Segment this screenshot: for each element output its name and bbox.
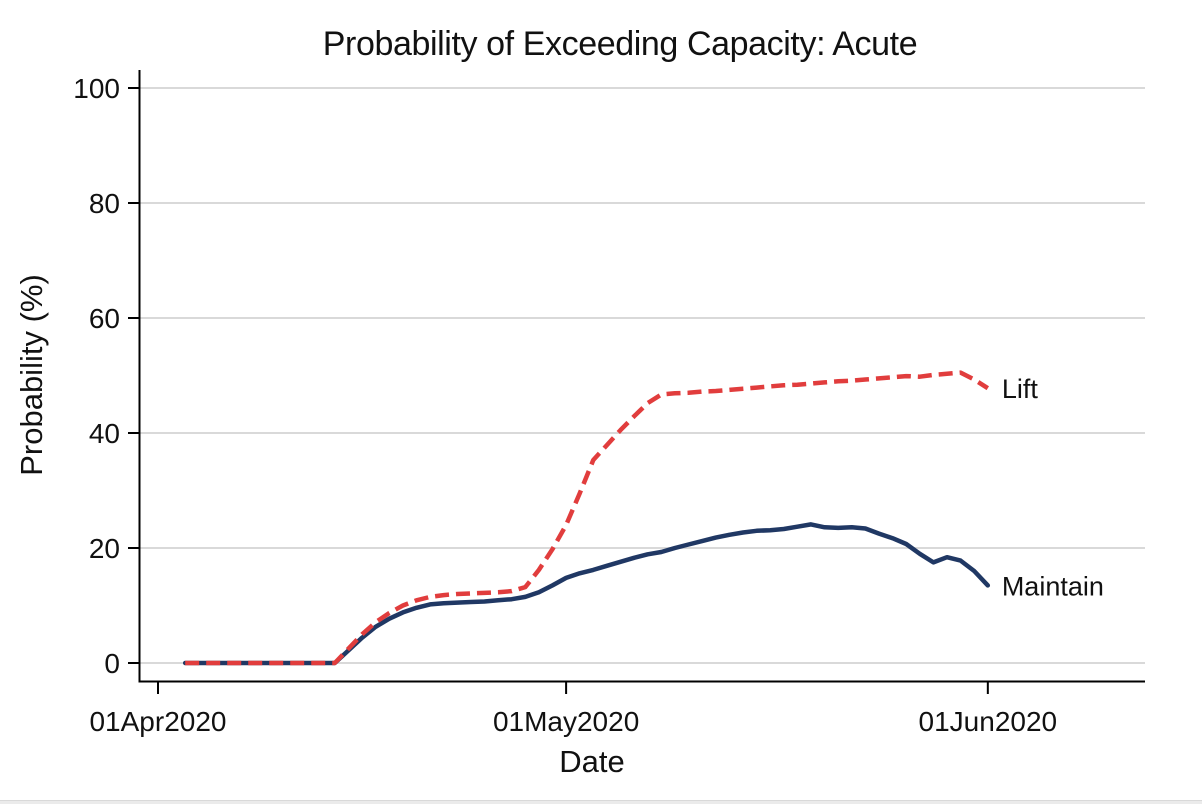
x-tick-label-01Jun2020: 01Jun2020	[919, 706, 1058, 737]
x-tick-label-01Apr2020: 01Apr2020	[89, 706, 226, 737]
y-axis-label: Probability (%)	[14, 274, 49, 476]
series-lines	[182, 370, 991, 666]
chart-title: Probability of Exceeding Capacity: Acute	[323, 25, 917, 63]
series-line-maintain	[182, 522, 991, 666]
series-label-lift: Lift	[1002, 374, 1039, 404]
y-tick-label-20: 20	[89, 533, 120, 564]
series-label-maintain: Maintain	[1002, 571, 1104, 601]
window-bottom-edge	[0, 800, 1202, 804]
gridlines	[139, 87, 1145, 664]
series-end-labels: Maintain Lift	[1002, 374, 1104, 601]
y-tick-label-80: 80	[89, 188, 120, 219]
y-tick-label-0: 0	[104, 648, 120, 679]
y-tick-label-40: 40	[89, 418, 120, 449]
axes	[128, 70, 1145, 694]
x-axis-label: Date	[559, 744, 624, 779]
tick-labels: 0 20 40 60 80 100 01Apr2020 01May2020 01Jun2020	[73, 73, 1057, 737]
y-tick-label-100: 100	[73, 73, 120, 104]
y-tick-label-60: 60	[89, 303, 120, 334]
series-line-lift	[185, 370, 990, 666]
x-tick-label-01May2020: 01May2020	[493, 706, 639, 737]
